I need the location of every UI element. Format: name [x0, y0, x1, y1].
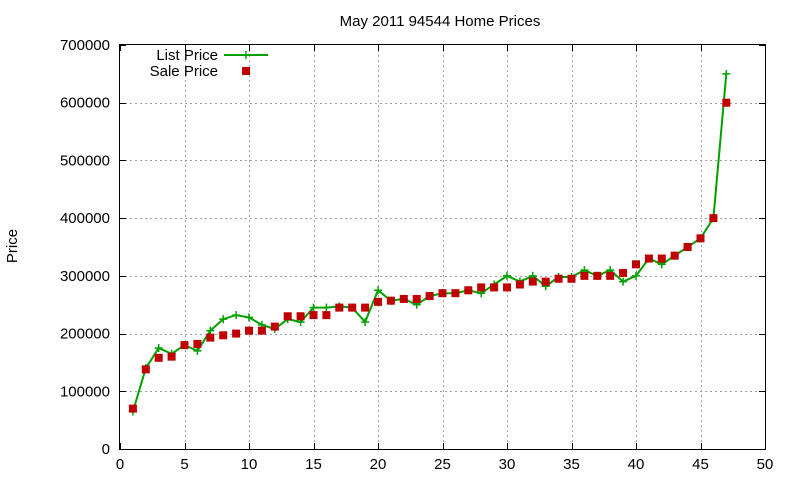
legend-label-sale-price: Sale Price [150, 63, 218, 80]
sale-price-point [606, 271, 615, 280]
sale-price-point [593, 271, 602, 280]
series-layer [128, 69, 731, 416]
sale-price-point [503, 283, 511, 292]
sale-price-point [335, 303, 344, 312]
x-tick-label: 45 [692, 456, 709, 473]
sale-price-point [438, 289, 447, 298]
axis-ticks: 0 5 10 15 20 25 30 35 40 45 50 0 100000 200000 300000 4… [60, 37, 773, 473]
sale-price-point [709, 214, 718, 223]
sale-price-point [490, 283, 499, 292]
y-tick-label: 100000 [60, 383, 110, 400]
legend-marker-sale-price [242, 67, 250, 75]
sale-price-point [386, 296, 395, 305]
legend-marker-list-price [242, 51, 250, 59]
sale-price-point [619, 268, 628, 277]
list-price-point [503, 271, 511, 280]
sale-price-point [374, 297, 382, 306]
sale-price-point [399, 294, 408, 303]
x-tick-label: 20 [370, 456, 387, 473]
list-price-point [361, 318, 370, 327]
grid [120, 45, 765, 449]
list-price-point [245, 313, 253, 322]
legend: List Price Sale Price [150, 47, 268, 80]
list-price-point [374, 286, 382, 295]
sale-price-point [722, 98, 731, 107]
y-tick-label: 500000 [60, 152, 110, 169]
sale-price-point [554, 274, 563, 283]
sale-price-point [580, 271, 589, 280]
sale-price-point [361, 303, 370, 312]
sale-price-point [283, 312, 292, 321]
list-price-point [206, 326, 215, 335]
sale-price-point [632, 260, 640, 269]
list-price-point [154, 344, 163, 352]
series-line-list-price [131, 73, 728, 412]
list-price-point [193, 346, 202, 355]
sale-price-point [154, 353, 163, 362]
list-price-point [722, 69, 731, 78]
sale-price-point [141, 365, 150, 374]
sale-price-point [128, 404, 137, 413]
list-price-point [322, 303, 331, 312]
x-tick-label: 25 [434, 456, 451, 473]
sale-price-point [657, 254, 666, 263]
list-price-point [232, 311, 241, 320]
list-price-point [632, 271, 640, 280]
sale-price-point [425, 292, 434, 301]
sale-price-point [541, 277, 550, 286]
x-tick-label: 10 [241, 456, 258, 473]
sale-price-point [567, 274, 576, 283]
sale-price-point [219, 331, 228, 340]
sale-price-point [257, 326, 266, 335]
x-tick-label: 30 [499, 456, 516, 473]
sale-price-point [232, 329, 241, 338]
sale-price-point [696, 234, 705, 243]
y-tick-label: 200000 [60, 326, 110, 343]
list-price-point [619, 277, 628, 286]
sale-price-point [412, 294, 421, 303]
plot-frame [119, 44, 766, 450]
chart-title: May 2011 94544 Home Prices [340, 13, 541, 30]
list-price-point [219, 315, 228, 324]
list-price-point [309, 303, 318, 312]
legend-label-list-price: List Price [156, 47, 218, 64]
sale-price-point [528, 277, 537, 286]
sale-price-point [167, 352, 176, 361]
sale-price-point [515, 280, 524, 289]
y-tick-label: 600000 [60, 95, 110, 112]
sale-price-point [296, 312, 305, 321]
sale-price-point [193, 339, 202, 348]
sale-price-point [670, 251, 679, 260]
sale-price-point [309, 311, 318, 320]
sale-price-point [180, 341, 189, 350]
sale-price-point [464, 286, 473, 295]
sale-price-point [322, 311, 331, 320]
y-axis-label: Price [4, 229, 21, 263]
sale-price-point [245, 326, 253, 335]
y-tick-label: 300000 [60, 268, 110, 285]
sale-price-point [683, 243, 692, 251]
sale-price-point [206, 333, 215, 342]
sale-price-point [477, 283, 486, 292]
x-tick-label: 35 [563, 456, 580, 473]
x-tick-label: 15 [305, 456, 322, 473]
y-tick-label: 700000 [60, 37, 110, 54]
sale-price-point [270, 322, 279, 331]
sale-price-point [451, 289, 460, 298]
y-tick-label: 0 [102, 441, 110, 458]
sale-price-point [644, 254, 653, 263]
y-tick-label: 400000 [60, 210, 110, 227]
sale-price-point [348, 303, 357, 312]
x-tick-label: 0 [116, 456, 124, 473]
legend-plus-marker [242, 51, 250, 59]
x-tick-label: 5 [180, 456, 188, 473]
x-tick-label: 50 [757, 456, 774, 473]
x-tick-label: 40 [628, 456, 645, 473]
